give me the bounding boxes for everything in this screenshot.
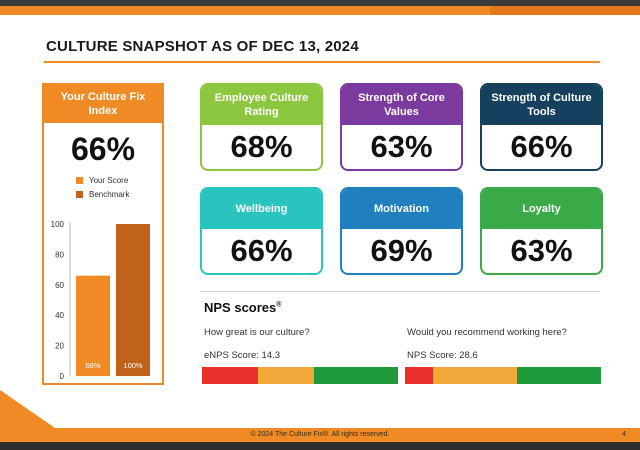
bar-benchmark bbox=[116, 224, 150, 376]
y-tick-label: 40 bbox=[55, 311, 64, 320]
y-tick-label: 80 bbox=[55, 250, 64, 259]
bar-data-label: 100% bbox=[123, 361, 143, 370]
page-title: CULTURE SNAPSHOT AS OF DEC 13, 2024 bbox=[46, 38, 359, 55]
card-title: Wellbeing bbox=[202, 189, 321, 229]
enps-bar-yellow bbox=[258, 367, 314, 384]
footer-strip bbox=[0, 442, 640, 450]
bar-your-score bbox=[76, 275, 110, 376]
enps-score: eNPS Score: 14.3 bbox=[204, 350, 281, 361]
card-strength-culture-tools: Strength of Culture Tools 66% bbox=[480, 83, 603, 171]
index-bar-chart: 0 20 40 60 80 100 66% 100% bbox=[51, 220, 150, 381]
chart-legend: Your Score Benchmark bbox=[76, 173, 129, 201]
nps-divider bbox=[200, 291, 600, 292]
card-motivation: Motivation 69% bbox=[340, 187, 463, 275]
nps-title-text: NPS scores bbox=[204, 300, 277, 315]
nps-bar-yellow bbox=[433, 367, 517, 384]
legend-item-your-score: Your Score bbox=[76, 173, 129, 187]
nps-title-mark: ® bbox=[276, 301, 282, 309]
title-underline bbox=[44, 61, 600, 63]
nps-question: Would you recommend working here? bbox=[407, 327, 567, 338]
card-wellbeing: Wellbeing 66% bbox=[200, 187, 323, 275]
card-value: 68% bbox=[230, 129, 293, 164]
legend-swatch-your-score bbox=[76, 176, 83, 184]
card-value: 63% bbox=[370, 129, 433, 164]
top-accent bbox=[490, 6, 640, 15]
index-panel-title: Your Culture Fix Index bbox=[44, 85, 162, 123]
nps-bar-green bbox=[517, 367, 601, 384]
y-tick-label: 0 bbox=[60, 372, 65, 381]
card-loyalty: Loyalty 63% bbox=[480, 187, 603, 275]
card-strength-core-values: Strength of Core Values 63% bbox=[340, 83, 463, 171]
nps-bar-red bbox=[405, 367, 433, 384]
card-title: Employee Culture Rating bbox=[202, 85, 321, 125]
card-title: Motivation bbox=[342, 189, 461, 229]
card-employee-culture-rating: Employee Culture Rating 68% bbox=[200, 83, 323, 171]
enps-bar-red bbox=[202, 367, 258, 384]
bar-data-label: 66% bbox=[85, 361, 100, 370]
enps-scale-bar bbox=[202, 367, 398, 384]
page-number: 4 bbox=[622, 431, 626, 438]
top-bar-orange bbox=[0, 6, 640, 15]
legend-swatch-benchmark bbox=[76, 190, 83, 198]
y-tick-label: 100 bbox=[51, 220, 65, 229]
card-title: Strength of Core Values bbox=[342, 85, 461, 125]
card-title: Strength of Culture Tools bbox=[482, 85, 601, 125]
legend-item-benchmark: Benchmark bbox=[76, 187, 129, 201]
card-value: 66% bbox=[230, 233, 293, 268]
legend-label-your-score: Your Score bbox=[89, 175, 129, 185]
corner-accent bbox=[0, 390, 55, 428]
card-value: 69% bbox=[370, 233, 433, 268]
footer-copyright: © 2024 The Culture Fix®. All rights rese… bbox=[250, 431, 390, 438]
y-tick-label: 20 bbox=[55, 342, 64, 351]
top-bar-dark bbox=[0, 0, 640, 6]
footer-bar bbox=[0, 428, 640, 442]
nps-title: NPS scores® bbox=[204, 300, 281, 315]
enps-bar-green bbox=[314, 367, 398, 384]
nps-score: NPS Score: 28.6 bbox=[407, 350, 478, 361]
card-value: 66% bbox=[510, 129, 573, 164]
enps-question: How great is our culture? bbox=[204, 327, 310, 338]
card-value: 63% bbox=[510, 233, 573, 268]
legend-label-benchmark: Benchmark bbox=[89, 189, 130, 199]
nps-scale-bar bbox=[405, 367, 601, 384]
index-value: 66% bbox=[70, 131, 136, 167]
card-title: Loyalty bbox=[482, 189, 601, 229]
y-tick-label: 60 bbox=[55, 281, 64, 290]
